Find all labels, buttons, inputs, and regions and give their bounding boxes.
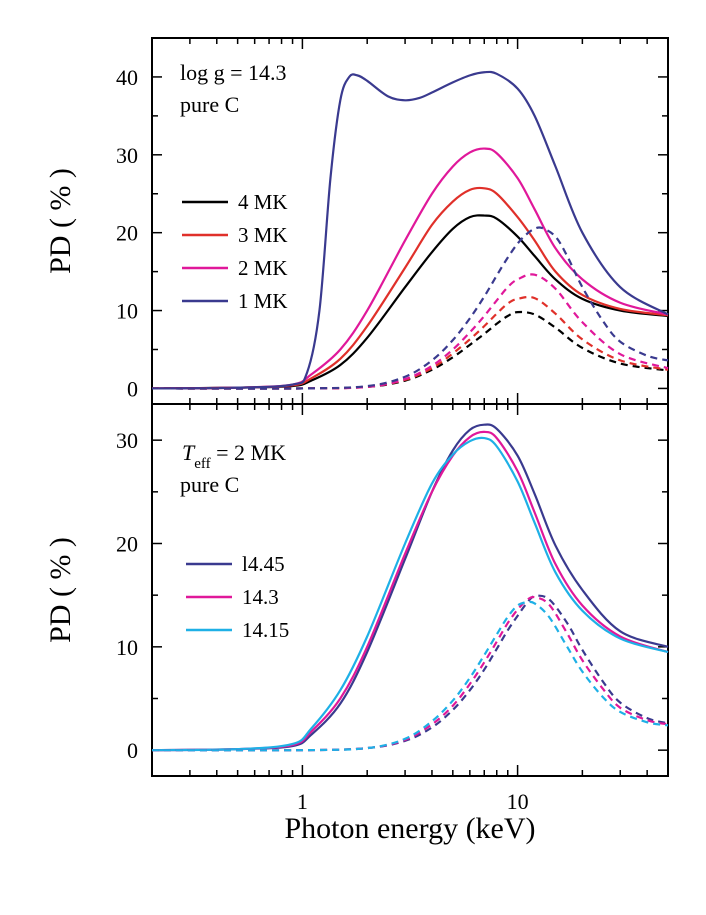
legend-label: 14.15 xyxy=(242,618,289,642)
top-annotation-line2: pure C xyxy=(180,92,239,117)
bottom-legend: l4.45 14.3 14.15 xyxy=(186,552,289,642)
y-tick-label: 10 xyxy=(116,299,138,324)
bottom-series-group xyxy=(151,423,669,752)
x-tick-label: 10 xyxy=(507,789,529,814)
y-tick-label: 20 xyxy=(116,532,138,557)
y-tick-label: 20 xyxy=(116,221,138,246)
bottom-y-axis-label: PD ( % ) xyxy=(44,537,77,643)
series-line-14-15 xyxy=(151,436,669,752)
series-line-14-15-dashed xyxy=(151,600,669,752)
series-line-4-mk xyxy=(151,214,669,390)
top-y-axis-label: PD ( % ) xyxy=(44,168,77,274)
series-line-2-mk xyxy=(151,147,669,390)
y-tick-label: 30 xyxy=(116,143,138,168)
top-series-group xyxy=(151,70,669,390)
top-annotation-line1: log g = 14.3 xyxy=(180,60,287,85)
annotation-t-symbol: T xyxy=(182,440,196,465)
x-axis-label: Photon energy (keV) xyxy=(284,812,535,845)
top-panel: 0 10 20 30 40 PD ( % ) log g = 14.3 pure C 4… xyxy=(44,37,669,405)
legend-label: 3 MK xyxy=(238,223,288,247)
legend-label: 14.3 xyxy=(242,585,279,609)
series-line-1-mk xyxy=(151,70,669,390)
series-line-4-mk-dashed xyxy=(151,310,669,390)
series-line-2-mk-dashed xyxy=(151,273,669,390)
y-tick-label: 0 xyxy=(127,376,138,401)
legend-label: 2 MK xyxy=(238,256,288,280)
bottom-ticks: 1 10 0 10 20 30 xyxy=(116,404,669,814)
legend-label: 4 MK xyxy=(238,190,288,214)
annotation-eff-subscript: eff xyxy=(194,456,210,472)
y-tick-label: 10 xyxy=(116,635,138,660)
y-tick-label: 0 xyxy=(127,738,138,763)
x-tick-label: 1 xyxy=(297,789,308,814)
series-line-3-mk-dashed xyxy=(151,295,669,390)
y-tick-label: 30 xyxy=(116,428,138,453)
legend-label: 1 MK xyxy=(238,289,288,313)
top-legend: 4 MK 3 MK 2 MK 1 MK xyxy=(182,190,288,313)
legend-label: l4.45 xyxy=(242,552,285,576)
annotation-temp-value: = 2 MK xyxy=(211,440,286,465)
series-line-l4-45 xyxy=(151,423,669,752)
series-line-1-mk-dashed xyxy=(151,226,669,390)
top-ticks: 0 10 20 30 40 xyxy=(116,37,669,404)
bottom-plot-frame xyxy=(151,403,669,777)
series-line-3-mk xyxy=(151,186,669,390)
bottom-annotation-line2: pure C xyxy=(180,472,239,497)
bottom-panel: 1 10 0 10 20 30 PD ( % ) Teff = 2 MK pure C l… xyxy=(44,403,669,845)
bottom-annotation-line1: Teff = 2 MK xyxy=(182,440,286,472)
y-tick-label: 40 xyxy=(116,65,138,90)
series-line-14-3-dashed xyxy=(151,595,669,752)
